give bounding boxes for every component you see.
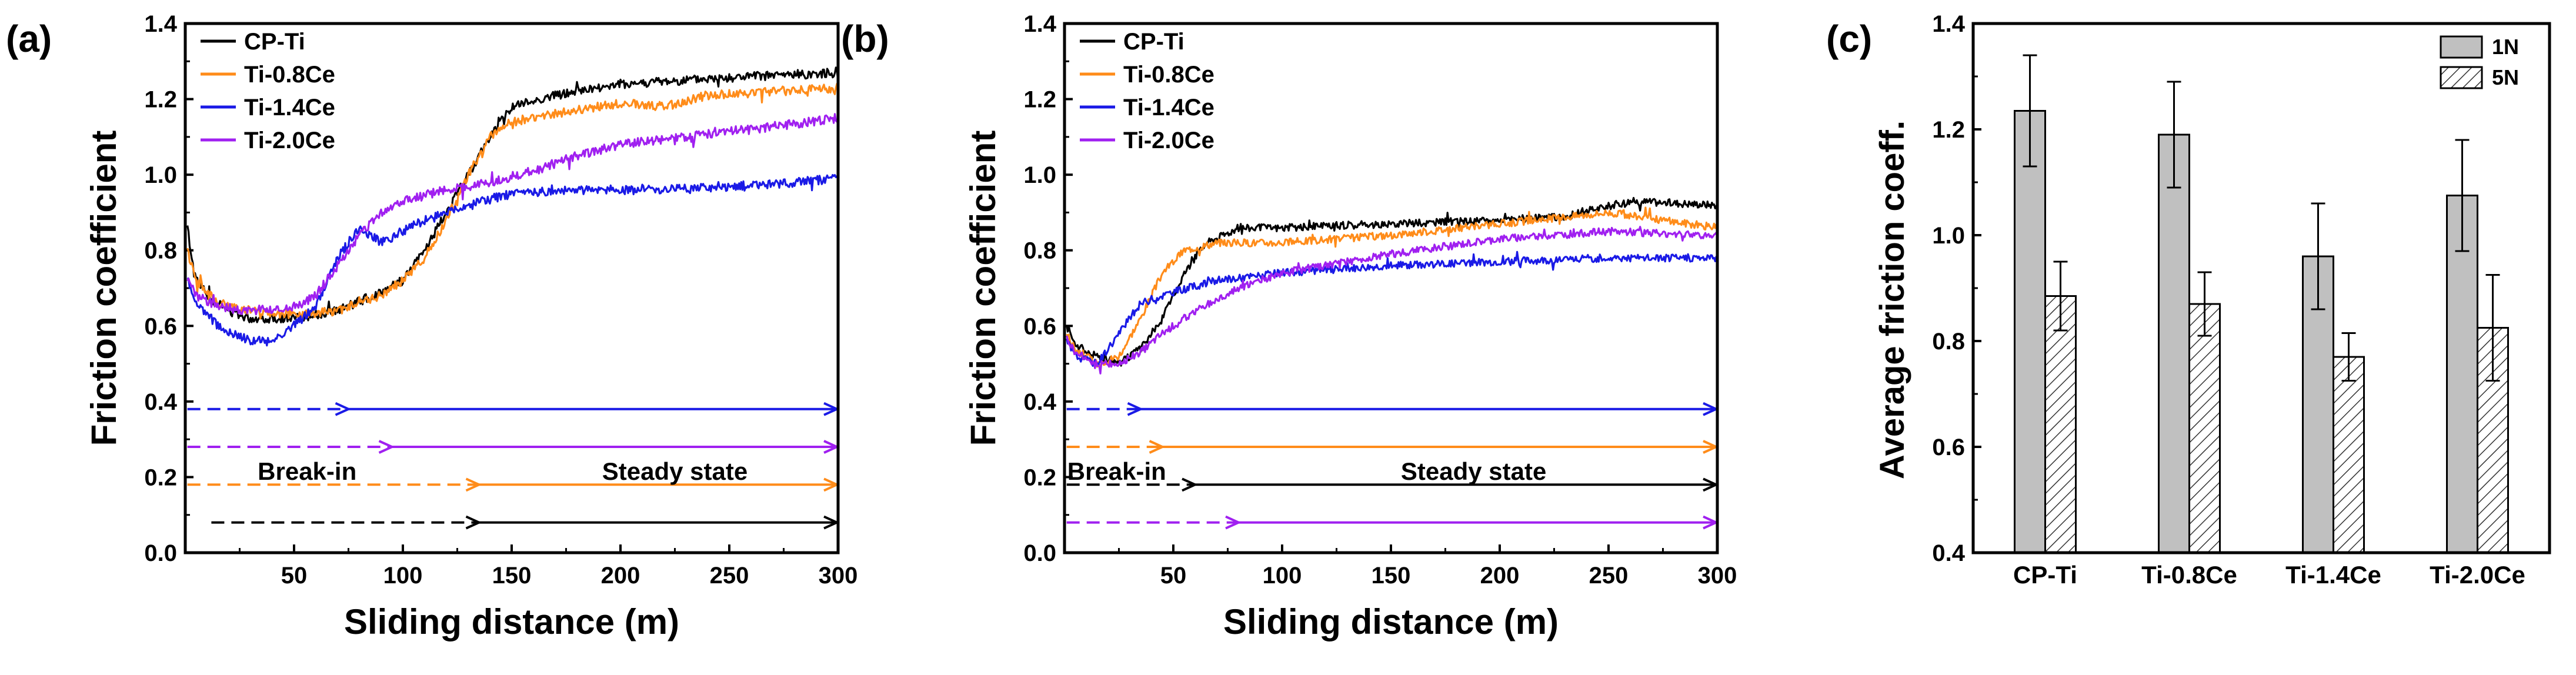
bar <box>2158 133 2190 554</box>
series-line <box>186 82 838 320</box>
series-line <box>186 66 839 324</box>
legend-label: Ti-2.0Ce <box>1123 128 1214 153</box>
y-tick-label: 0.8 <box>144 238 177 264</box>
annotation-break-in: Break-in <box>1067 457 1166 485</box>
y-tick-label: 0.6 <box>144 313 177 339</box>
y-tick-label: 1.0 <box>1932 223 1965 249</box>
break-in-arrowhead <box>378 440 395 454</box>
x-tick-label: Ti-2.0Ce <box>2430 561 2525 589</box>
y-tick-label: 0.0 <box>144 540 177 566</box>
y-tick-label: 1.2 <box>1932 117 1965 143</box>
x-tick-label: 250 <box>710 563 749 589</box>
series-line <box>186 173 839 347</box>
x-axis-title: Sliding distance (m) <box>1223 602 1559 641</box>
x-tick-label: 200 <box>1480 563 1520 589</box>
x-axis-title: Sliding distance (m) <box>344 602 679 641</box>
chart-panel-b: (b) 0.0 0.2 0.4 0.6 0.8 1.0 1.2 1.4 50 100 150 200 25… <box>841 11 1737 641</box>
legend-swatch <box>2440 66 2483 89</box>
y-tick-label: 1.2 <box>1023 87 1056 113</box>
plot-frame <box>183 22 840 554</box>
y-tick-label: 1.4 <box>144 11 177 37</box>
x-tick-label: CP-Ti <box>2013 561 2077 589</box>
y-tick-label: 0.6 <box>1023 313 1056 339</box>
y-axis-title: Average friction coeff. <box>1873 121 1911 479</box>
y-tick-label: 1.0 <box>1023 162 1056 188</box>
legend-label: CP-Ti <box>244 29 305 55</box>
legend-label: 1N <box>2492 35 2519 59</box>
bar <box>2333 356 2365 554</box>
y-tick-label: 1.2 <box>144 87 177 113</box>
legend-swatch <box>2440 35 2483 59</box>
x-tick-label: 300 <box>819 563 858 589</box>
y-tick-label: 0.2 <box>1023 465 1056 490</box>
series-line <box>1066 250 1719 367</box>
x-tick-label: Ti-1.4Ce <box>2285 561 2381 589</box>
y-tick-label: 0.4 <box>1023 389 1056 415</box>
panel-label: (b) <box>841 18 889 60</box>
plot-frame <box>1971 22 2551 554</box>
series-line <box>1066 206 1719 370</box>
panel-label: (c) <box>1826 18 1872 60</box>
legend-label: Ti-0.8Ce <box>1123 62 1214 88</box>
legend-label: Ti-0.8Ce <box>244 62 335 88</box>
series-line <box>1066 226 1719 375</box>
bar <box>2044 295 2077 554</box>
y-tick-label: 0.2 <box>144 465 177 490</box>
x-tick-label: 50 <box>281 563 308 589</box>
chart-panel-c: (c) 0.4 0.6 0.8 1.0 1.2 1.4 CP-Ti Ti-0.8Ce Ti-1.4… <box>1826 11 2551 589</box>
legend-label: 5N <box>2492 65 2519 89</box>
annotation-steady-state: Steady state <box>602 457 748 485</box>
legend-label: Ti-1.4Ce <box>244 95 335 121</box>
x-tick-label: 50 <box>1160 563 1187 589</box>
annotation-break-in: Break-in <box>258 457 356 485</box>
x-tick-label: 200 <box>601 563 640 589</box>
y-tick-label: 0.8 <box>1932 329 1965 355</box>
x-tick-label: 100 <box>1263 563 1302 589</box>
y-tick-label: 1.4 <box>1023 11 1056 37</box>
x-tick-label: 150 <box>492 563 532 589</box>
x-tick-label: 150 <box>1372 563 1411 589</box>
y-tick-label: 1.0 <box>144 162 177 188</box>
plot-frame <box>1063 22 1719 554</box>
y-axis-title: Friction coefficient <box>963 131 1003 446</box>
panel-label: (a) <box>6 18 52 60</box>
legend-label: Ti-2.0Ce <box>244 128 335 153</box>
bar <box>2014 110 2046 554</box>
x-tick-label: 250 <box>1589 563 1629 589</box>
chart-panel-a: (a) 0.0 0.2 0.4 0.6 0.8 1.0 1.2 1.4 50 100 150 200 25… <box>6 11 857 641</box>
y-axis-title: Friction coefficient <box>84 131 124 446</box>
y-tick-label: 0.8 <box>1023 238 1056 264</box>
y-tick-label: 0.0 <box>1023 540 1056 566</box>
y-tick-label: 0.6 <box>1932 435 1965 460</box>
y-tick-label: 0.4 <box>1932 540 1965 566</box>
series-line <box>1066 196 1719 367</box>
annotation-steady-state: Steady state <box>1401 457 1546 485</box>
legend-label: CP-Ti <box>1123 29 1184 55</box>
series-line <box>186 113 839 316</box>
legend-label: Ti-1.4Ce <box>1123 95 1214 121</box>
bar <box>2188 303 2221 554</box>
y-tick-label: 1.4 <box>1932 11 1965 37</box>
x-tick-label: Ti-0.8Ce <box>2141 561 2237 589</box>
x-tick-label: 300 <box>1698 563 1737 589</box>
x-tick-label: 100 <box>383 563 423 589</box>
y-tick-label: 0.4 <box>144 389 177 415</box>
